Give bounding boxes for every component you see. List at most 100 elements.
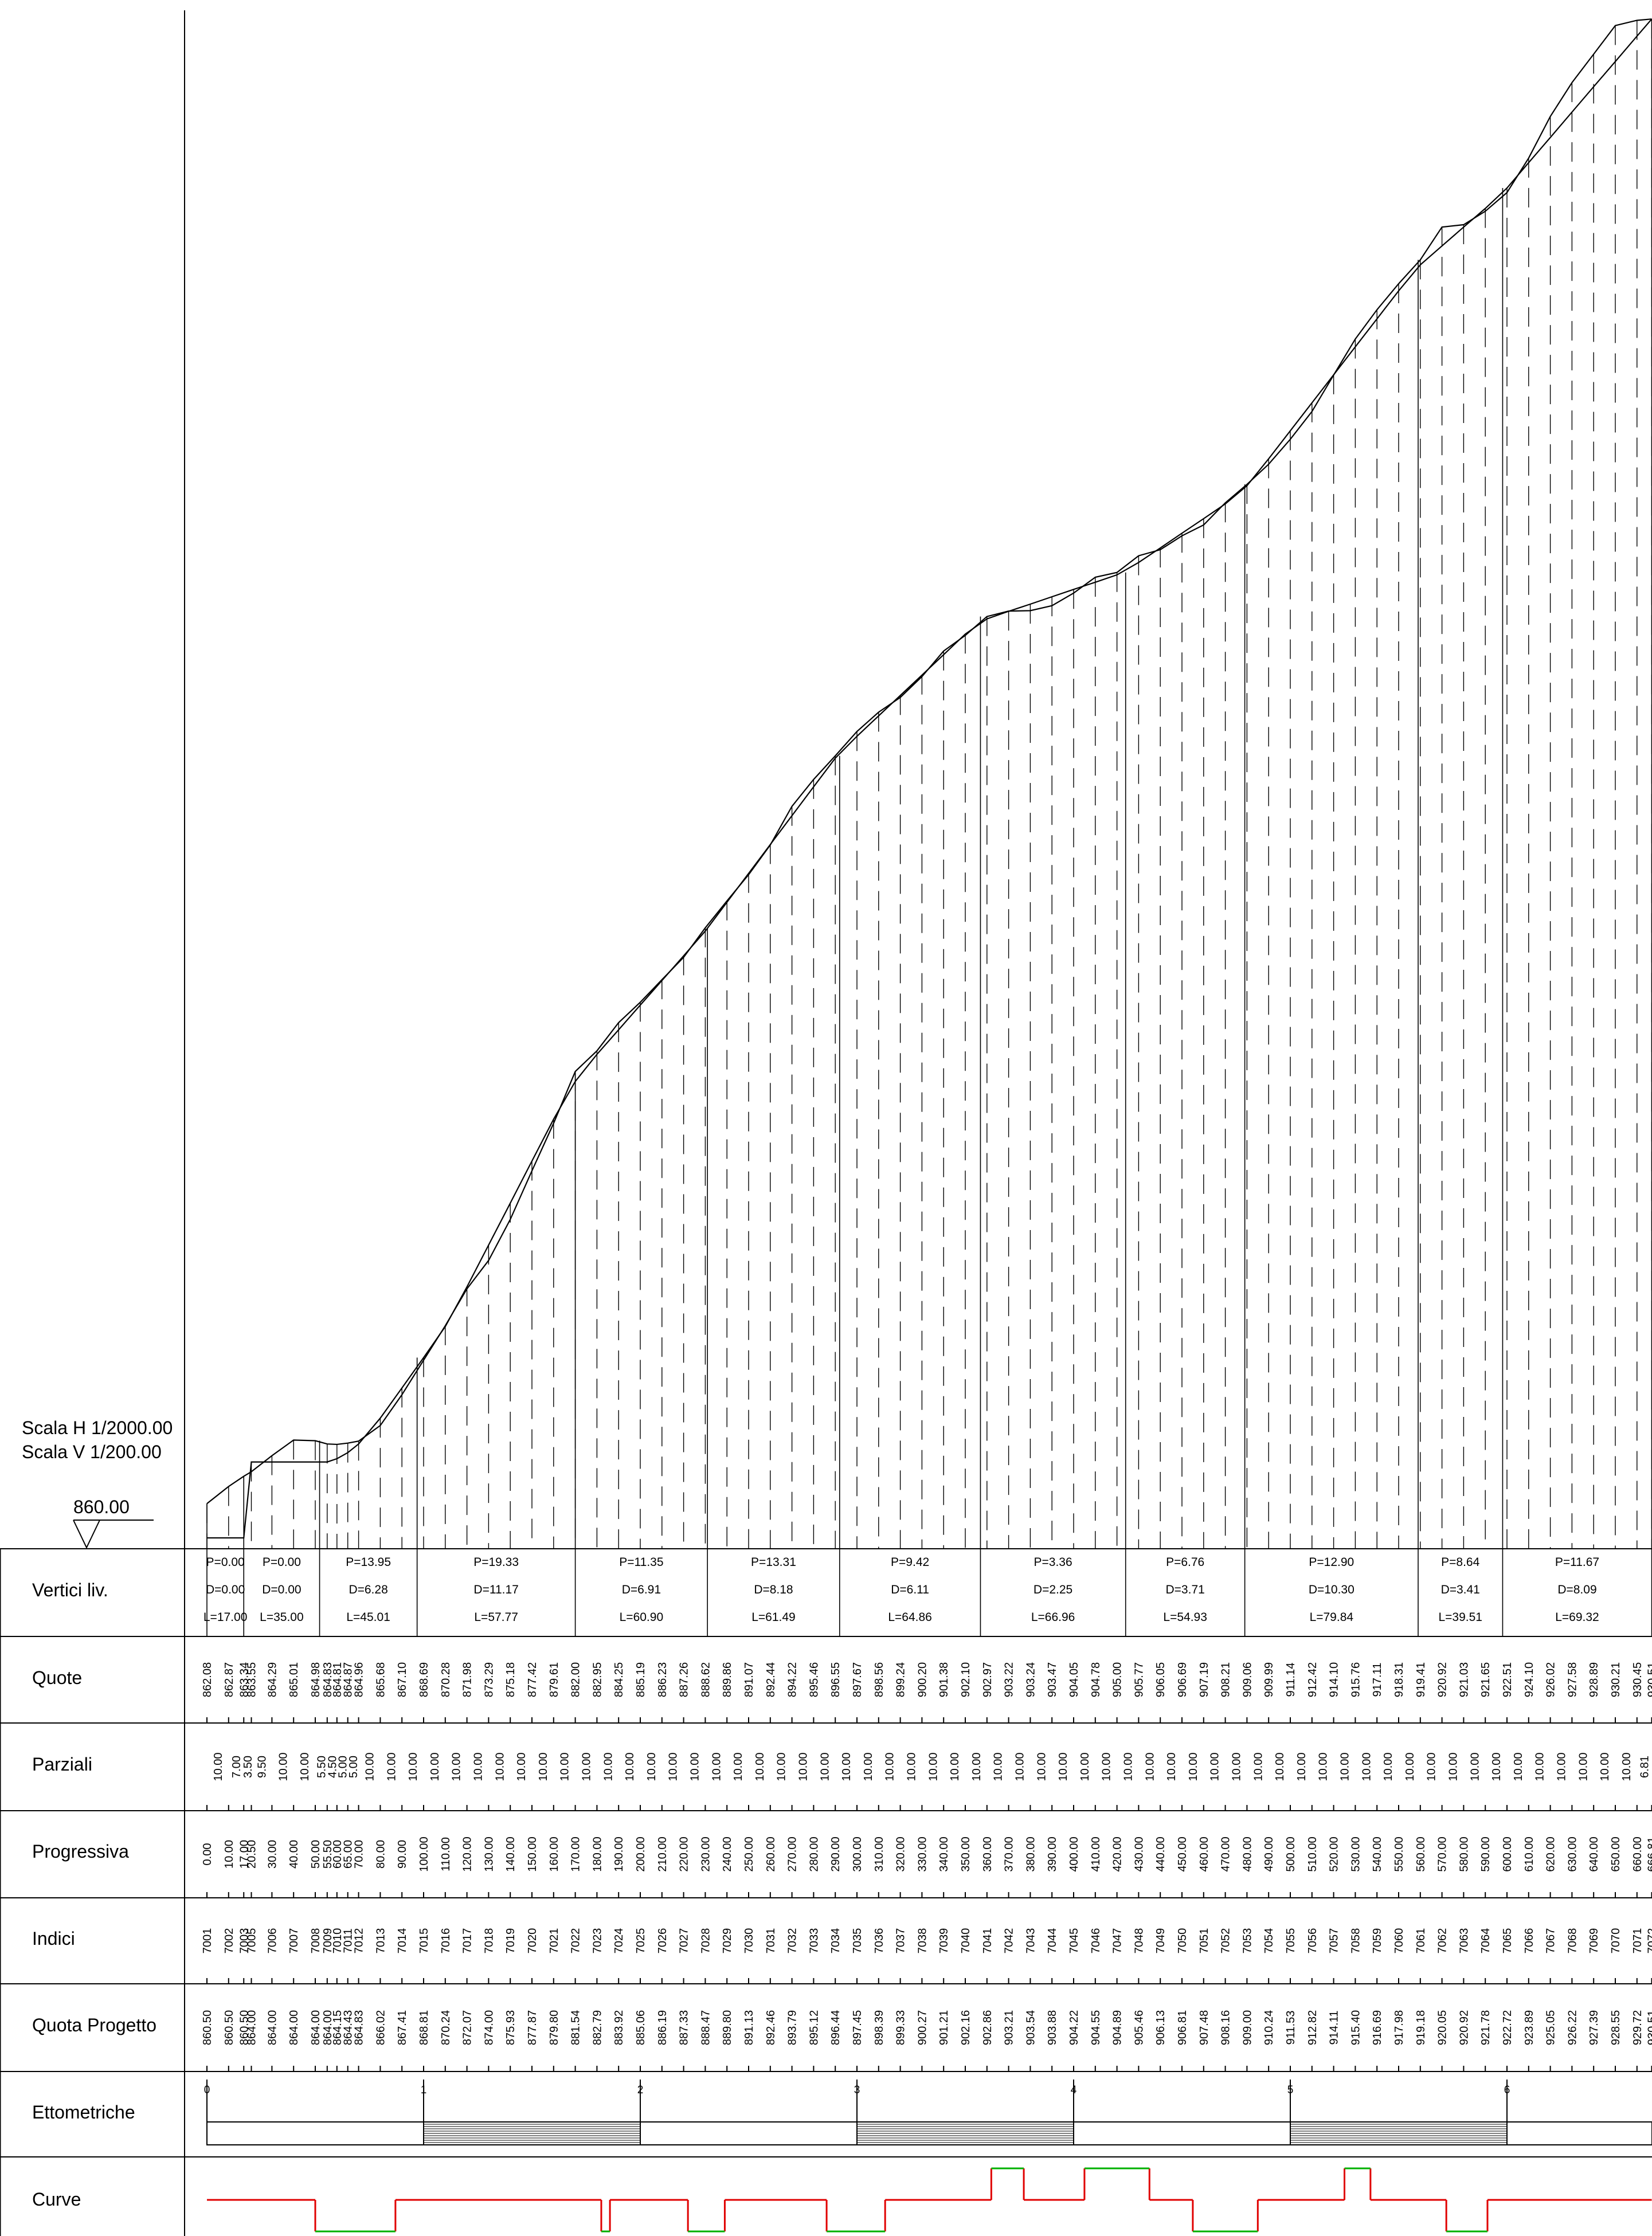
section-ind-value: 7041	[981, 1928, 994, 1954]
section-quota-value: 888.62	[699, 1662, 712, 1697]
section-quota-value: 864.98	[310, 1662, 322, 1697]
vertex-d-label: D=6.28	[349, 1583, 387, 1596]
section-qp-value: 882.79	[591, 2010, 604, 2045]
section-qp-value: 864.43	[342, 2010, 355, 2045]
section-parz-value: 10.00	[949, 1752, 961, 1781]
section-parz-value: 10.00	[884, 1752, 897, 1781]
vertex-l-label: L=45.01	[346, 1611, 390, 1624]
section-quota-value: 918.31	[1393, 1662, 1406, 1697]
section-parz-value: 10.00	[515, 1752, 528, 1781]
section-quota-value: 895.46	[808, 1662, 820, 1697]
section-quota-value: 896.55	[829, 1662, 842, 1697]
section-prog-value: 330.00	[916, 1836, 929, 1871]
vertex-p-label: P=6.76	[1166, 1556, 1204, 1569]
section-prog-value: 90.00	[396, 1840, 409, 1869]
section-parz-value: 10.00	[299, 1752, 311, 1781]
vertex-l-label: L=61.49	[751, 1611, 796, 1624]
section-prog-value: 570.00	[1436, 1836, 1449, 1871]
section-ind-value: 7013	[374, 1928, 387, 1954]
section-quota-value: 911.14	[1285, 1663, 1297, 1697]
section-qp-value: 868.81	[418, 2010, 430, 2045]
row-label-quota-progetto: Quota Progetto	[32, 2015, 156, 2035]
section-prog-value: 490.00	[1263, 1836, 1275, 1871]
section-prog-value: 230.00	[699, 1836, 712, 1871]
section-quota-value: 921.03	[1458, 1662, 1470, 1697]
section-qp-value: 903.21	[1003, 2010, 1016, 2045]
section-prog-value: 70.00	[353, 1840, 366, 1869]
section-prog-value: 480.00	[1241, 1836, 1254, 1871]
section-prog-value: 290.00	[829, 1836, 842, 1871]
section-parz-value: 10.00	[862, 1752, 875, 1781]
section-ind-value: 7071	[1631, 1928, 1644, 1954]
section-qp-value: 864.00	[266, 2010, 279, 2045]
section-parz-value: 10.00	[992, 1752, 1005, 1781]
section-qp-value: 917.98	[1393, 2010, 1406, 2045]
section-qp-value: 872.07	[461, 2010, 474, 2045]
vertex-p-label: P=0.00	[263, 1556, 301, 1569]
section-prog-value: 110.00	[440, 1837, 452, 1871]
section-parz-value: 10.00	[710, 1752, 723, 1781]
section-qp-value: 897.45	[851, 2010, 864, 2045]
section-qp-value: 864.83	[353, 2010, 366, 2045]
section-quota-value: 864.96	[353, 1662, 366, 1697]
section-prog-value: 270.00	[786, 1836, 799, 1871]
section-prog-value: 580.00	[1458, 1836, 1470, 1871]
section-quota-value: 865.68	[374, 1662, 387, 1697]
section-prog-value: 55.50	[322, 1840, 334, 1869]
section-parz-value: 10.00	[1295, 1752, 1308, 1781]
section-ind-value: 7006	[266, 1928, 279, 1954]
section-quota-value: 909.99	[1263, 1662, 1275, 1697]
section-prog-value: 370.00	[1003, 1836, 1016, 1871]
section-qp-value: 922.72	[1501, 2010, 1514, 2045]
section-parz-value: 10.00	[906, 1752, 918, 1781]
section-quota-value: 868.69	[418, 1662, 430, 1697]
section-parz-value: 10.00	[472, 1752, 485, 1781]
section-ind-value: 7042	[1003, 1928, 1016, 1954]
section-qp-value: 889.80	[721, 2010, 734, 2045]
section-parz-value: 10.00	[1252, 1752, 1265, 1781]
section-prog-value: 260.00	[765, 1836, 777, 1871]
section-quota-value: 907.19	[1198, 1662, 1211, 1697]
section-prog-value: 120.00	[461, 1836, 474, 1871]
section-ind-value: 7050	[1176, 1928, 1189, 1954]
section-quota-value: 875.18	[504, 1662, 517, 1697]
section-quota-value: 903.22	[1003, 1662, 1016, 1697]
section-prog-value: 520.00	[1328, 1836, 1341, 1871]
section-ind-value: 7028	[699, 1928, 712, 1954]
section-quota-value: 870.28	[440, 1662, 452, 1697]
hectometer-label: 3	[854, 2084, 860, 2096]
section-prog-value: 630.00	[1566, 1836, 1579, 1871]
section-parz-value: 10.00	[754, 1752, 766, 1781]
section-qp-value: 883.92	[613, 2010, 625, 2045]
section-prog-value: 150.00	[526, 1836, 539, 1871]
section-qp-value: 904.89	[1111, 2010, 1124, 2045]
section-quota-value: 906.69	[1176, 1662, 1189, 1697]
section-qp-value: 860.50	[238, 2010, 250, 2045]
section-ind-value: 7038	[916, 1928, 929, 1954]
section-parz-value: 10.00	[1187, 1752, 1200, 1781]
section-parz-value: 10.00	[1382, 1752, 1395, 1781]
section-prog-value: 650.00	[1610, 1836, 1622, 1871]
section-quota-value: 912.42	[1306, 1662, 1319, 1697]
section-parz-value: 5.00	[347, 1756, 360, 1778]
section-prog-value: 620.00	[1545, 1836, 1557, 1871]
section-parz-value: 5.00	[336, 1756, 349, 1778]
section-quota-value: 904.78	[1090, 1662, 1102, 1697]
section-quota-value: 924.10	[1523, 1662, 1536, 1697]
section-prog-value: 20.50	[245, 1840, 258, 1869]
row-label-indici: Indici	[32, 1928, 75, 1949]
section-qp-value: 879.80	[548, 2010, 561, 2045]
section-parz-value: 10.00	[429, 1752, 441, 1781]
section-ind-value: 7022	[570, 1928, 582, 1954]
section-quota-value: 882.00	[570, 1662, 582, 1697]
vertex-p-label: P=13.31	[751, 1556, 796, 1569]
section-qp-value: 885.06	[635, 2010, 647, 2045]
section-qp-value: 892.46	[765, 2010, 777, 2045]
section-ind-value: 7064	[1479, 1928, 1492, 1954]
section-prog-value: 530.00	[1349, 1836, 1362, 1871]
vertex-d-label: D=8.09	[1557, 1583, 1596, 1596]
section-qp-value: 887.33	[678, 2010, 691, 2045]
section-parz-value: 10.00	[840, 1752, 853, 1781]
section-quota-value: 886.23	[656, 1662, 669, 1697]
section-parz-value: 10.00	[1101, 1752, 1113, 1781]
